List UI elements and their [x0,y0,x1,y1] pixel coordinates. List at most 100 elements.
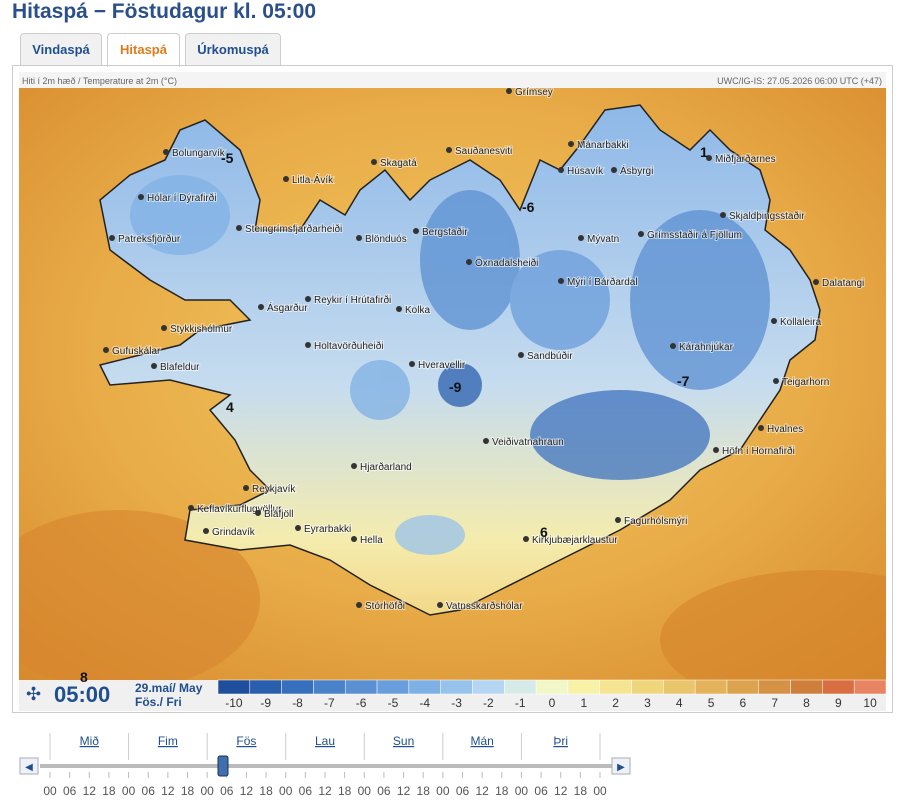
place-marker [356,602,362,608]
legend-swatch [440,679,473,695]
slider-next[interactable] [611,757,631,775]
place-label: Blafeldur [160,362,200,373]
place-label: Grímsey [515,87,553,98]
tab[interactable]: Úrkomuspá [185,33,281,65]
place-label: Blönduós [365,234,407,245]
place-label: Hveravellir [418,360,466,371]
legend-label: 7 [771,696,778,710]
legend-swatch [376,679,410,695]
place-label: Grindavík [212,527,256,538]
day-link[interactable]: Mán [470,734,493,748]
hour-label: 12 [240,784,254,798]
tab[interactable]: Hitaspá [107,33,180,67]
place-label: Bláfjöll [264,509,293,520]
hour-label: 06 [63,784,77,798]
legend-label: -1 [515,696,526,710]
legend-label: 3 [644,696,651,710]
legend-label: -8 [292,696,303,710]
place-marker [351,536,357,542]
place-label: Sandbúðir [527,350,573,362]
place-marker [483,438,489,444]
place-label: Mývatn [587,234,619,245]
legend-label: -3 [451,696,462,710]
cold-areas [130,175,770,555]
hour-label: 18 [495,784,509,798]
map-frame [12,65,893,713]
place-marker [506,88,512,94]
place-marker [720,212,726,218]
legend-label: 9 [835,696,842,710]
legend-label: 6 [740,696,747,710]
place-label: Steingrímsfjarðarheiði [245,223,342,235]
hour-label: 00 [593,784,607,798]
day-link[interactable]: Sun [393,734,414,748]
map-caption-right: UWC/IG-IS: 27.05.2026 06:00 UTC (+47) [717,76,882,86]
day-link[interactable]: Lau [315,734,335,748]
place-label: Hjarðarland [360,461,412,473]
place-label: Skjaldþingsstaðir [729,210,805,222]
place-label: Ásbyrgi [620,164,653,177]
place-marker [706,155,712,161]
legend-label: 2 [612,696,619,710]
place-marker [558,167,564,173]
place-marker [138,194,144,200]
place-label: Hella [360,535,383,546]
place-marker [163,149,169,155]
legend-label: -2 [483,696,494,710]
day-link[interactable]: Þri [553,734,568,748]
place-marker [396,306,402,312]
place-marker [670,343,676,349]
temperature-label: -9 [449,379,462,395]
temperature-label: 6 [540,524,548,540]
place-marker [356,235,362,241]
place-label: Stórhöfði [365,600,405,612]
slider-thumb[interactable] [217,755,229,777]
legend-label: -9 [260,696,271,710]
hour-label: 00 [122,784,136,798]
place-marker [466,259,472,265]
place-marker [638,231,644,237]
hour-label: 00 [358,784,372,798]
legend-swatch [313,679,346,695]
day-link[interactable]: Fim [158,734,178,748]
temperature-label: 4 [226,399,234,415]
map-caption-left: Hiti í 2m hæð / Temperature at 2m (°C) [22,76,177,86]
place-label: Bergstaðir [422,226,468,238]
legend-label: 0 [549,696,556,710]
place-label: Hvalnes [767,424,803,435]
place-label: Patreksfjörður [118,233,181,245]
day-link[interactable]: Mið [80,734,100,748]
place-marker [305,342,311,348]
hour-label: 12 [397,784,411,798]
place-label: Stykkishólmur [170,324,233,335]
hour-label: 18 [574,784,588,798]
temperature-label: -6 [522,199,535,215]
legend-swatch [758,679,791,695]
page-title: Hitaspá − Föstudagur kl. 05:00 [12,0,317,23]
legend-swatch [726,679,760,695]
hour-label: 00 [279,784,293,798]
place-marker [109,235,115,241]
place-label: Dalatangi [822,278,864,289]
map [19,88,886,680]
place-marker [437,602,443,608]
slider-next-icon[interactable]: ▶ [617,762,625,773]
hour-label: 12 [318,784,332,798]
place-marker [258,304,264,310]
place-label: Kolka [405,305,430,316]
sea-shade [660,570,886,680]
place-label: Skagatá [380,158,417,169]
place-marker [351,463,357,469]
day-link[interactable]: Fös [236,734,256,748]
legend-swatch [567,679,600,695]
slider-prev[interactable] [19,757,39,775]
hour-label: 12 [475,784,489,798]
hour-label: 00 [436,784,450,798]
legend-swatch [790,679,823,695]
hour-label: 12 [554,784,568,798]
tab[interactable]: Vindaspá [20,33,102,65]
slider-prev-icon[interactable]: ◀ [25,762,33,773]
legend-label: -5 [388,696,399,710]
hour-label: 00 [43,784,57,798]
